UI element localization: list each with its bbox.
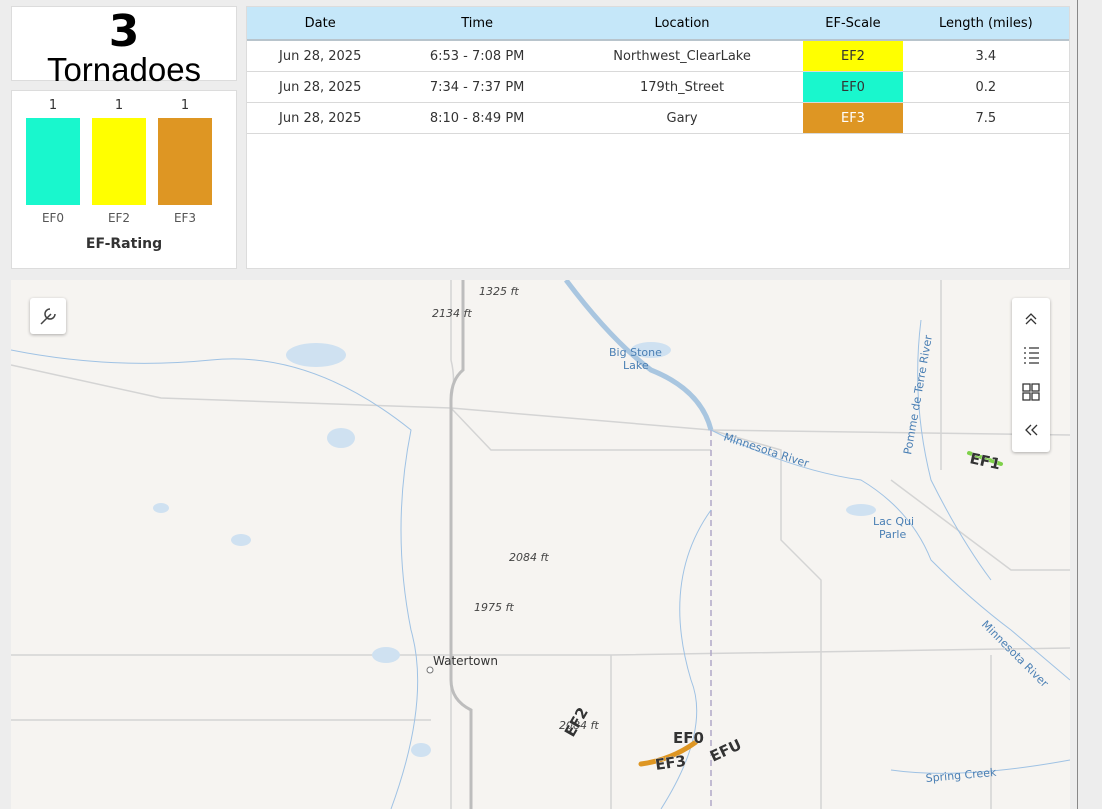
table-cell: Jun 28, 2025: [247, 102, 394, 134]
elevation-label: 2084 ft: [559, 719, 599, 732]
column-header: Length (miles): [902, 7, 1069, 41]
count-value: 3: [108, 6, 140, 57]
elevation-label: 2084 ft: [509, 551, 549, 564]
column-header: Date: [247, 7, 394, 41]
tornado-table: Date Time Location EF-Scale Length (miles) J…: [247, 7, 1069, 134]
ef-chart: EF-Rating 1 EF0 1 EF2 1 EF3: [26, 98, 212, 252]
table-cell: EF0: [803, 71, 903, 103]
table-row[interactable]: Jun 28, 2025 6:53 - 7:08 PM Northwest_Clea…: [247, 40, 1069, 72]
basemap-icon[interactable]: [1022, 383, 1040, 401]
elevation-label: 1975 ft: [474, 601, 514, 614]
divider: [1077, 0, 1078, 809]
rivers: [11, 319, 1070, 809]
water-label: Parle: [879, 528, 906, 541]
elevation-label: 1325 ft: [479, 285, 519, 298]
table-cell: 7.5: [902, 102, 1069, 134]
highway: [449, 280, 473, 809]
table-cell: 6:53 - 7:08 PM: [393, 40, 561, 72]
roads: [11, 280, 1070, 809]
table-cell: Jun 28, 2025: [247, 40, 394, 72]
table-cell: 179th_Street: [560, 71, 804, 103]
count-label: Tornadoes: [46, 51, 202, 88]
water-label: Spring Creek: [925, 766, 997, 785]
column-header: Location: [560, 7, 804, 41]
map-toolbar: [1012, 298, 1050, 452]
table-cell: Jun 28, 2025: [247, 71, 394, 103]
table-cell: 7:34 - 7:37 PM: [393, 71, 561, 103]
ef1-track: [967, 451, 1003, 466]
bar: [158, 118, 212, 205]
value-label: 1: [181, 98, 189, 113]
table-cell: EF3: [803, 102, 903, 134]
water-label: Minnesota River: [979, 618, 1051, 690]
toolbar-icons: [1022, 313, 1040, 436]
ef3-track: [638, 739, 699, 767]
map[interactable]: 1325 ft 2134 ft 2084 ft 1975 ft 2084 ft …: [11, 280, 1070, 809]
table-cell: 3.4: [902, 40, 1069, 72]
water-label: Minnesota River: [722, 430, 811, 470]
expand-icon[interactable]: [1025, 424, 1038, 436]
table-row[interactable]: Jun 28, 2025 7:34 - 7:37 PM 179th_Street EF…: [247, 71, 1069, 103]
lakes: [153, 342, 876, 757]
table-cell: 8:10 - 8:49 PM: [393, 102, 561, 134]
category-label: EF0: [42, 211, 64, 225]
value-label: 1: [49, 98, 57, 113]
header-row: Date Time Location EF-Scale Length (miles): [247, 7, 1069, 41]
tornado-label[interactable]: EF0: [673, 729, 705, 748]
bar: [92, 118, 146, 205]
tornado-label[interactable]: EF1: [968, 449, 1003, 474]
water-label: Lake: [623, 359, 649, 372]
tornado-count: 3 Tornadoes: [11, 6, 237, 86]
column-header: EF-Scale: [803, 7, 903, 41]
table-row[interactable]: Jun 28, 2025 8:10 - 8:49 PM Gary EF3 7.5: [247, 102, 1069, 134]
chart-title: EF-Rating: [86, 236, 162, 252]
water-label: Lac Qui: [873, 515, 914, 528]
city-marker: [426, 666, 434, 674]
tools-button[interactable]: [30, 298, 66, 334]
tornado-label[interactable]: EFU: [707, 735, 745, 766]
water-label: Pomme de Terre River: [901, 334, 935, 456]
lake: [564, 280, 714, 431]
table-cell: Gary: [560, 102, 804, 134]
collapse-icon[interactable]: [1025, 313, 1037, 325]
map-canvas[interactable]: 1325 ft 2134 ft 2084 ft 1975 ft 2084 ft …: [11, 280, 1070, 809]
bar: [26, 118, 80, 205]
city-label: Watertown: [433, 654, 498, 668]
tornado-label[interactable]: EF3: [654, 752, 688, 775]
water-label: Big Stone: [609, 346, 662, 359]
legend-icon[interactable]: [1024, 347, 1039, 364]
elevation-label: 2134 ft: [432, 307, 472, 320]
table-cell: EF2: [803, 40, 903, 72]
category-label: EF3: [174, 211, 196, 225]
ef-chart-panel: EF-Rating 1 EF0 1 EF2 1 EF3: [11, 90, 237, 269]
category-label: EF2: [108, 211, 130, 225]
column-header: Time: [393, 7, 561, 41]
table-cell: Northwest_ClearLake: [560, 40, 804, 72]
wrench-icon: [40, 308, 56, 325]
value-label: 1: [115, 98, 123, 113]
table-cell: 0.2: [902, 71, 1069, 103]
tornado-table-panel: Date Time Location EF-Scale Length (miles) J…: [246, 6, 1070, 269]
